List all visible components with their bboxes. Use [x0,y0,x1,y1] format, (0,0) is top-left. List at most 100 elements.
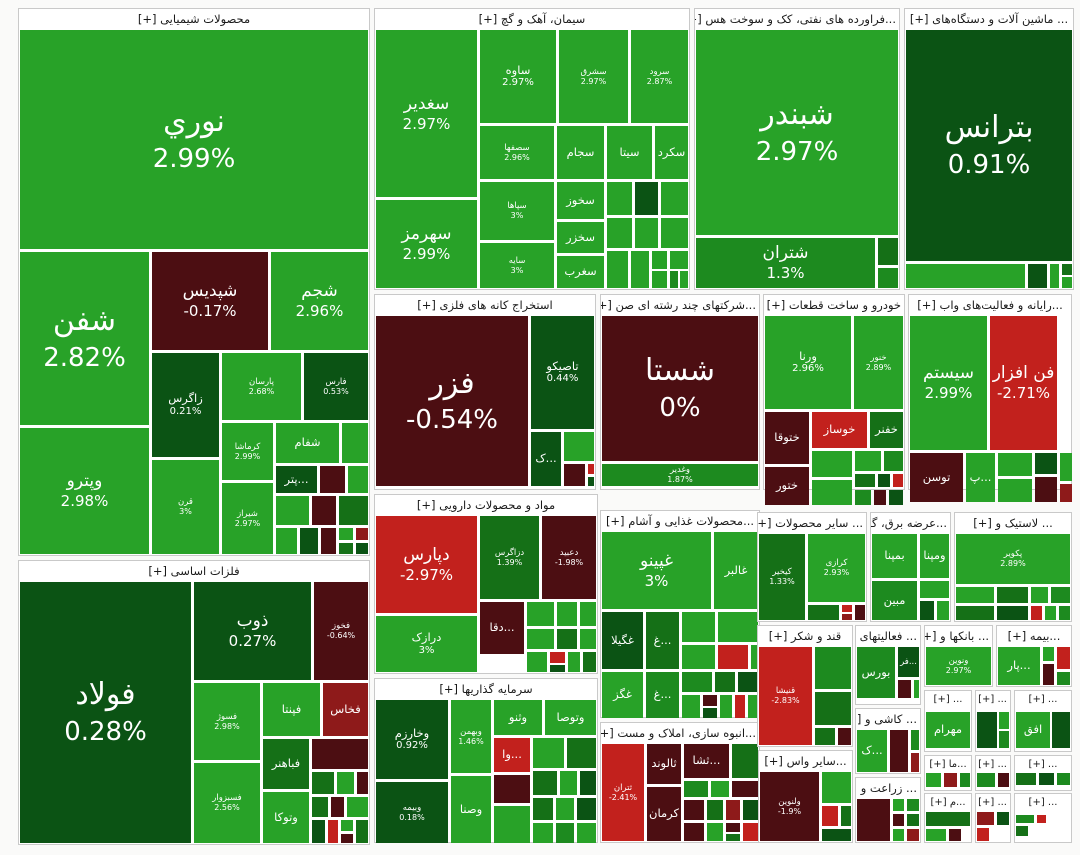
stock-cell[interactable] [707,823,723,841]
stock-cell[interactable] [494,806,530,843]
stock-cell[interactable] [684,781,708,797]
stock-cell[interactable] [977,773,995,787]
stock-cell[interactable] [998,479,1032,502]
sector-header[interactable]: ...محصولات غذایی و آشام [+] [601,511,759,531]
stock-cell[interactable] [312,496,336,525]
stock-cell[interactable] [842,605,852,612]
stock-cell[interactable] [1059,606,1070,620]
stock-cell[interactable] [580,602,596,626]
stock-cell[interactable] [715,672,735,692]
stock-cell-...ک[interactable]: ...ک [531,432,561,486]
stock-cell-...ثشا[interactable]: ...ثشا [684,744,729,778]
stock-cell-بمپنا[interactable]: بمپنا [872,534,917,578]
sector-header[interactable]: سیمان، آهک و گچ [+] [375,9,689,29]
stock-cell-ساوه[interactable]: ساوه 2.97% [480,30,556,123]
stock-cell[interactable] [670,271,678,288]
stock-cell[interactable] [998,453,1032,476]
stock-cell[interactable] [300,528,318,554]
stock-cell[interactable] [997,812,1009,825]
stock-cell[interactable] [949,829,961,841]
sector-header[interactable]: ... زراعت و [+] [856,778,920,798]
stock-cell[interactable] [341,834,353,843]
stock-cell[interactable] [556,823,574,843]
stock-cell[interactable] [1031,587,1048,603]
stock-cell-سایه[interactable]: سایه 3% [480,243,554,288]
stock-cell[interactable] [670,251,688,269]
stock-cell[interactable] [874,490,886,505]
stock-cell[interactable] [893,829,904,841]
stock-cell-خفنر[interactable]: خفنر [870,412,903,448]
stock-cell[interactable] [1016,826,1028,836]
stock-cell[interactable] [356,528,368,540]
stock-cell[interactable] [815,647,851,689]
stock-cell-خنور[interactable]: خنور 2.89% [854,316,903,409]
stock-cell[interactable] [682,695,700,718]
sector-header[interactable]: محصولات شیمیایی [+] [19,9,369,29]
sector-header[interactable]: ...انبوه سازی، املاک و مست [+] [601,723,759,743]
stock-cell[interactable] [682,612,715,642]
stock-cell[interactable] [533,771,557,795]
stock-cell[interactable] [738,672,758,692]
stock-cell[interactable] [812,451,852,477]
stock-cell[interactable] [342,423,368,463]
stock-cell[interactable] [960,773,970,787]
stock-cell-ثتران[interactable]: ثتران -2.41% [602,744,644,841]
stock-cell[interactable] [631,251,649,288]
stock-cell-سشرق[interactable]: سشرق 2.97% [559,30,628,123]
stock-cell-کرمان[interactable]: کرمان [647,787,681,841]
stock-cell[interactable] [682,672,712,692]
stock-cell[interactable] [652,251,667,269]
stock-cell[interactable] [718,645,748,669]
stock-cell-پارسان[interactable]: پارسان 2.68% [222,353,301,420]
sector-header[interactable]: ...شرکتهای چند رشته ای صن [+] [601,295,759,315]
stock-cell-...دقا[interactable]: ...دقا [480,602,524,654]
stock-cell[interactable] [884,451,903,471]
stock-cell-فسبزوار[interactable]: فسبزوار 2.56% [194,763,260,843]
stock-cell[interactable] [907,799,919,811]
stock-cell-ولنوین[interactable]: ولنوین -1.9% [760,772,819,841]
stock-cell[interactable] [855,451,881,471]
stock-cell[interactable] [527,652,547,672]
stock-cell[interactable] [583,652,596,672]
stock-cell-شپدیس[interactable]: شپدیس -0.17% [152,252,268,350]
stock-cell-تاصیکو[interactable]: تاصیکو 0.44% [531,316,594,429]
stock-cell[interactable] [557,629,577,649]
stock-cell[interactable] [580,771,596,795]
stock-cell[interactable] [878,268,898,288]
stock-cell-غالبر[interactable]: غالبر [714,532,758,609]
stock-cell-وتوکا[interactable]: وتوکا [263,792,309,843]
stock-cell[interactable] [1043,647,1054,661]
stock-cell[interactable] [1035,477,1057,502]
stock-cell[interactable] [588,477,594,486]
stock-cell[interactable] [1057,672,1070,685]
stock-cell-نوري[interactable]: نوري 2.99% [20,30,368,249]
stock-cell-وبیمه[interactable]: وبیمه 0.18% [376,782,448,843]
stock-cell[interactable] [956,606,994,620]
stock-cell-...پار[interactable]: ...پار [998,647,1040,685]
sector-header[interactable]: ... [+] [1015,756,1071,773]
stock-cell-سکرد[interactable]: سکرد [655,126,688,179]
stock-cell-سهرمز[interactable]: سهرمز 2.99% [376,200,477,288]
stock-cell[interactable] [339,496,368,525]
stock-cell[interactable] [557,602,577,626]
stock-cell-...پ[interactable]: ...پ [966,453,995,502]
stock-cell-...پتر[interactable]: ...پتر [276,466,317,493]
stock-cell[interactable] [911,753,919,772]
stock-cell[interactable] [898,680,911,698]
stock-cell[interactable] [328,820,338,843]
stock-cell[interactable] [726,834,740,841]
stock-cell-فپنتا[interactable]: فپنتا [263,683,320,736]
stock-cell-شتران[interactable]: شتران 1.3% [696,238,875,288]
sector-header[interactable]: ... ماشین آلات و دستگاه‌های [+] [905,9,1073,29]
stock-cell[interactable] [907,814,919,826]
stock-cell[interactable] [977,712,997,748]
stock-cell[interactable] [711,781,729,797]
stock-cell-فولاد[interactable]: فولاد 0.28% [20,582,191,843]
stock-cell[interactable] [878,474,890,487]
stock-cell[interactable] [977,812,994,825]
stock-cell-وپترو[interactable]: وپترو 2.98% [20,428,149,554]
stock-cell-فزر[interactable]: فزر -0.54% [376,316,528,486]
stock-cell-...ک[interactable]: ...ک [857,730,887,772]
sector-header[interactable]: استخراج کانه های فلزی [+] [375,295,595,315]
stock-cell-فخاس[interactable]: فخاس [323,683,368,736]
